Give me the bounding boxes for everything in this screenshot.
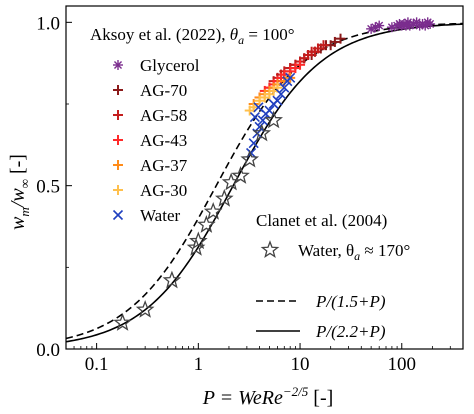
data-point — [318, 40, 329, 51]
y-axis-label: wm/w∞ [-] — [7, 154, 32, 230]
data-point — [240, 149, 260, 168]
legend-clanet-water: Water, θa ≈ 170° — [298, 241, 410, 263]
x-tick-label: 10 — [291, 354, 310, 375]
y-tick-label: 0.5 — [36, 177, 60, 198]
data-point — [113, 313, 132, 331]
data-point — [279, 82, 290, 93]
data-point — [214, 188, 234, 207]
legend-dashed-label: P/(1.5+P) — [315, 292, 386, 311]
data-point — [253, 102, 264, 113]
legend-marker — [113, 85, 123, 95]
data-point — [162, 270, 182, 289]
data-point — [425, 18, 436, 29]
legend-marker — [113, 60, 123, 70]
legend-ag37: AG-37 — [140, 156, 188, 175]
data-point — [335, 33, 346, 44]
axis-ticks: 0.1 1 10 100 0.0 0.5 1.0 — [36, 13, 451, 375]
data-point — [312, 43, 323, 54]
legend-solid-label: P/(2.2+P) — [315, 322, 386, 341]
legend-clanet-title: Clanet et al. (2004) — [256, 211, 387, 230]
legend-clanet-marker — [260, 240, 280, 258]
legend-ag43: AG-43 — [140, 131, 187, 150]
legend-marker — [260, 240, 280, 258]
legend-aksoy: Aksoy et al. (2022), θa = 100° Glycerol … — [90, 25, 295, 225]
data-point — [197, 215, 216, 233]
legend-marker — [113, 110, 123, 120]
data-point — [275, 89, 287, 100]
data-point — [285, 72, 296, 83]
legend-marker — [113, 160, 123, 170]
data-point — [188, 231, 208, 250]
x-tick-label: 1 — [194, 354, 204, 375]
legend-marker — [113, 185, 123, 195]
series-water-clanet-et-al- — [113, 110, 283, 331]
curve-dashed — [65, 22, 464, 340]
legend-aksoy-title: Aksoy et al. (2022), θa = 100° — [90, 25, 295, 47]
legend-aksoy-markers — [112, 60, 124, 221]
plot-frame — [65, 5, 464, 350]
legend-marker — [113, 135, 123, 145]
x-tick-label: 100 — [388, 354, 417, 375]
y-tick-label: 1.0 — [36, 13, 60, 34]
legend-glycerol: Glycerol — [140, 56, 200, 75]
data-point — [254, 121, 265, 132]
legend-marker — [112, 209, 124, 221]
curve-solid — [65, 23, 464, 343]
data-point — [272, 95, 283, 106]
data-point — [248, 102, 259, 113]
series-glycerol — [366, 17, 436, 34]
x-axis-label: P = WeRe−2/5 [-] — [202, 384, 334, 409]
data-point — [203, 201, 223, 220]
legend-ag30: AG-30 — [140, 181, 187, 200]
data-point — [252, 123, 272, 142]
x-tick-label: 0.1 — [85, 354, 109, 375]
data-point — [295, 59, 306, 70]
series-water — [246, 72, 296, 159]
y-tick-label: 0.0 — [36, 340, 60, 361]
data-points — [113, 17, 436, 331]
legend-ag58: AG-58 — [140, 106, 187, 125]
data-point — [254, 95, 265, 106]
data-point — [374, 20, 385, 31]
data-point — [264, 110, 283, 129]
data-point — [231, 166, 250, 184]
data-point — [249, 112, 260, 123]
data-point — [264, 105, 275, 116]
legend-water: Water — [140, 206, 180, 225]
model-curves — [65, 22, 464, 343]
data-point — [329, 36, 340, 47]
legend-clanet: Clanet et al. (2004) Water, θa ≈ 170° — [256, 211, 410, 263]
legend-lines: P/(1.5+P) P/(2.2+P) — [256, 292, 386, 341]
data-point — [135, 299, 155, 318]
legend-ag70: AG-70 — [140, 81, 187, 100]
